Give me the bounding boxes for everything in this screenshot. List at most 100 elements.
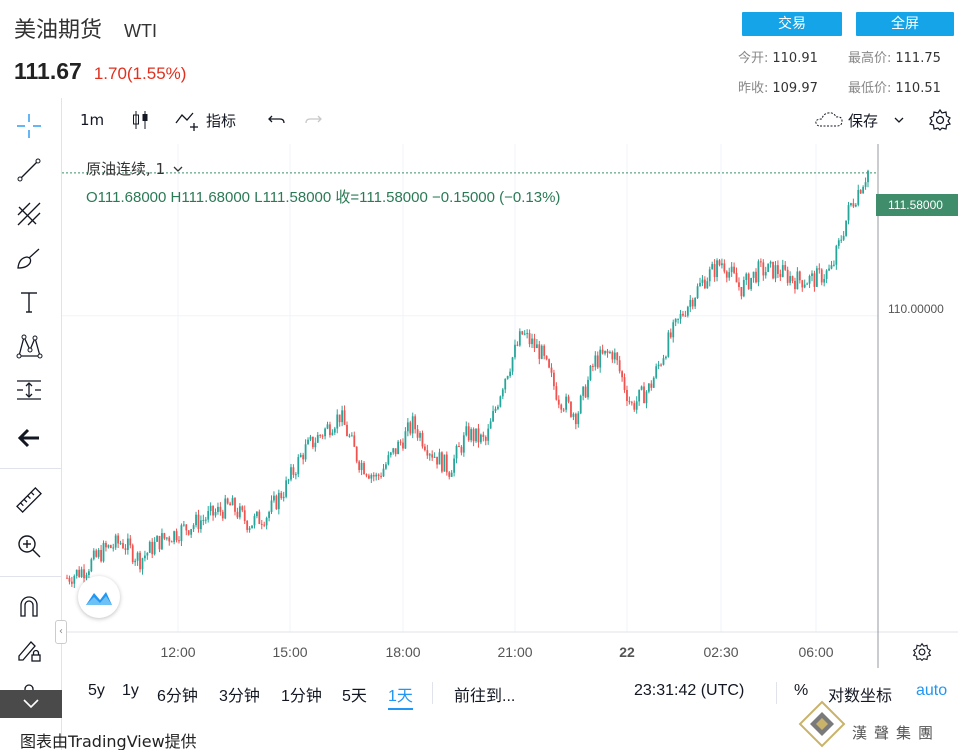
indicators-button[interactable]: 指标 [174, 108, 236, 132]
candle-body [857, 189, 860, 205]
candle-body [864, 182, 867, 187]
candle-body [273, 495, 275, 501]
candles-icon[interactable] [130, 108, 152, 132]
candle-body [823, 278, 826, 283]
candle-body [472, 429, 475, 442]
candle-body [650, 383, 653, 388]
candle-body [852, 203, 855, 207]
candle-body [465, 426, 468, 436]
candle-body [260, 523, 263, 525]
ruler-icon[interactable] [13, 484, 45, 516]
candle-body [699, 282, 701, 287]
candle-body [102, 542, 105, 562]
candle-body [509, 371, 512, 377]
save-button[interactable]: 保存 [812, 108, 906, 132]
log-scale-toggle[interactable]: 对数坐标 [828, 688, 893, 705]
crosshair-icon[interactable] [13, 110, 45, 142]
pitchfork-icon[interactable] [13, 198, 45, 230]
candle-body [599, 349, 602, 368]
candle-body [231, 498, 234, 506]
last-price-tag: 111.58000 [876, 194, 958, 216]
candle-body [791, 276, 794, 281]
text-tool-icon[interactable] [13, 286, 45, 318]
candle-body [660, 364, 662, 366]
candle-body [830, 265, 833, 269]
undo-icon[interactable] [266, 108, 288, 132]
brush-icon[interactable] [13, 242, 45, 274]
auto-scale-toggle[interactable]: auto [916, 682, 948, 699]
price-chart[interactable] [62, 144, 958, 668]
lock-drawing-icon[interactable] [13, 634, 45, 666]
candle-body [112, 547, 115, 549]
time-tick: 21:00 [497, 644, 533, 660]
candle-body [270, 500, 273, 512]
candle-body [200, 520, 202, 530]
candle-body [268, 511, 270, 518]
candle-body [338, 414, 341, 423]
axis-settings-icon[interactable] [912, 642, 932, 666]
range-1min[interactable]: 1分钟 [281, 688, 322, 705]
candle-body [635, 401, 638, 410]
range-1d[interactable]: 1天 [388, 682, 413, 710]
candle-body [195, 514, 197, 526]
range-5d[interactable]: 5天 [342, 688, 367, 705]
candle-body [414, 416, 417, 430]
back-arrow-icon[interactable] [13, 422, 45, 454]
candle-body [740, 287, 743, 297]
symbol-header: 美油期货 WTI [14, 12, 157, 43]
candle-body [638, 389, 641, 402]
candle-body [443, 454, 446, 472]
candle-body [358, 461, 361, 470]
candle-body [630, 402, 633, 404]
goto-date-button[interactable]: 前往到... [454, 688, 516, 705]
candle-body [365, 474, 368, 476]
redo-icon[interactable] [302, 108, 324, 132]
zoom-in-icon[interactable] [13, 530, 45, 562]
candle-body [543, 345, 546, 356]
chart-area[interactable]: 原油连续, 1 O111.68000 H111.68000 L111.58000… [62, 144, 958, 668]
candle-body [187, 530, 190, 535]
candle-body [329, 424, 331, 436]
candle-body [701, 279, 704, 283]
range-1y[interactable]: 1y [122, 682, 139, 699]
candle-body [353, 435, 356, 447]
candle-body [696, 286, 699, 298]
candle-body [611, 352, 614, 360]
candle-body [574, 413, 577, 425]
candle-body [521, 331, 524, 335]
fullscreen-button[interactable]: 全屏 [856, 12, 954, 36]
candle-body [236, 511, 239, 518]
tradingview-logo[interactable] [78, 576, 120, 618]
candle-body [204, 519, 207, 521]
candle-body [243, 510, 246, 521]
candle-body [613, 352, 616, 360]
series-name: 原油连续, 1 [86, 160, 166, 178]
collapse-toolbar-button[interactable]: ‹ [55, 620, 67, 644]
candle-body [336, 414, 339, 429]
candle-body [504, 378, 507, 390]
range-3min[interactable]: 3分钟 [219, 688, 260, 705]
magnet-icon[interactable] [13, 590, 45, 622]
series-legend[interactable]: 原油连续, 1 [86, 158, 184, 179]
candle-body [828, 268, 830, 271]
candle-body [494, 408, 497, 411]
settings-gear-icon[interactable] [928, 108, 952, 132]
expand-panel-button[interactable] [0, 690, 62, 718]
candle-body [462, 435, 465, 453]
interval-button[interactable]: 1m [80, 111, 105, 129]
candle-body [73, 575, 76, 584]
candle-body [733, 266, 735, 273]
candle-body [835, 245, 838, 265]
range-5y[interactable]: 5y [88, 682, 105, 699]
trend-line-icon[interactable] [13, 154, 45, 186]
pattern-icon[interactable] [13, 330, 45, 362]
candle-body [90, 559, 93, 572]
stat-prev-close: 昨收: 109.97 [738, 81, 818, 96]
candle-body [294, 474, 297, 476]
range-6min[interactable]: 6分钟 [157, 688, 198, 705]
candle-body [672, 322, 675, 338]
trade-button[interactable]: 交易 [742, 12, 842, 36]
measure-range-icon[interactable] [13, 374, 45, 406]
utc-clock[interactable]: 23:31:42 (UTC) [634, 682, 745, 699]
percent-scale-toggle[interactable]: % [794, 682, 809, 699]
